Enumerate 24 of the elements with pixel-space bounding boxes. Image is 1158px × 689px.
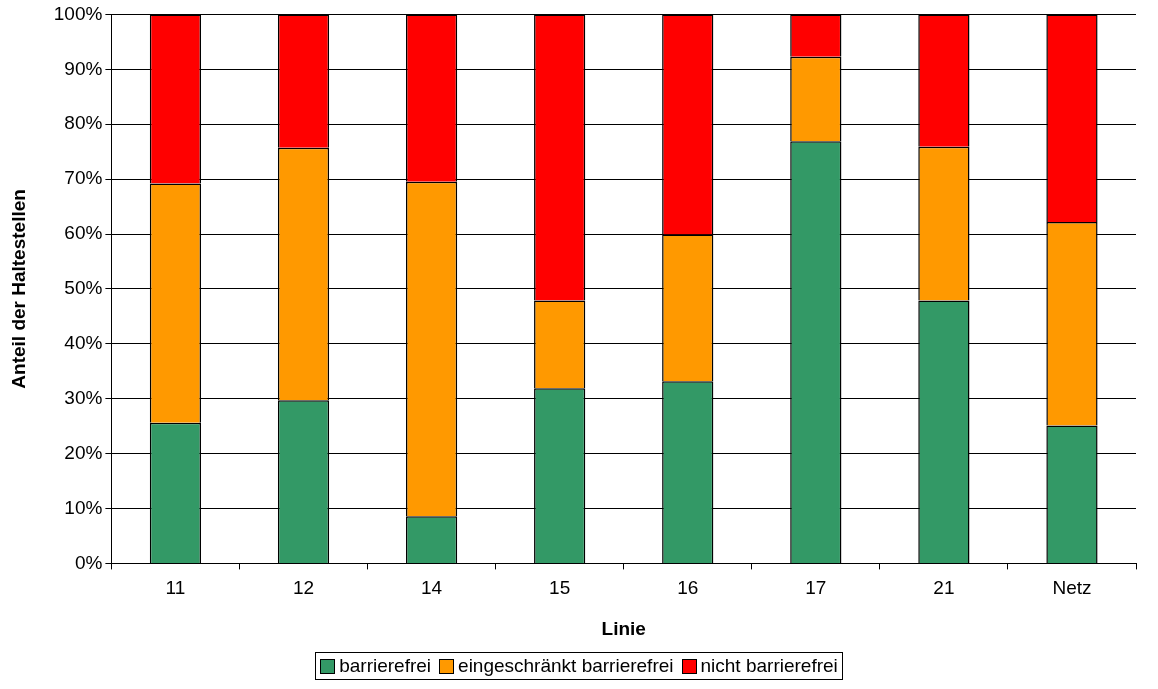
legend-label: nicht barrierefrei xyxy=(700,655,838,677)
y-tick-label: 0% xyxy=(74,551,103,573)
y-tick-label: 50% xyxy=(64,277,103,299)
x-tick-label: 15 xyxy=(549,577,571,599)
x-tick-label: 16 xyxy=(677,577,699,599)
x-tick-label: 14 xyxy=(421,577,443,599)
x-tick-label: 11 xyxy=(165,577,186,599)
y-tick-label: 90% xyxy=(64,57,103,79)
y-tick-label: 70% xyxy=(64,167,103,189)
x-tick-label: 12 xyxy=(292,577,315,599)
y-tick-label: 20% xyxy=(64,441,103,463)
x-tick-label: Netz xyxy=(1052,577,1092,599)
y-tick-label: 100% xyxy=(53,2,103,24)
x-tick-label: 21 xyxy=(933,577,955,599)
legend-label: eingeschränkt barrierefrei xyxy=(458,655,674,677)
y-axis-title: Anteil der Haltestellen xyxy=(7,189,29,389)
x-axis-title: Linie xyxy=(601,617,646,639)
y-tick-label: 40% xyxy=(64,332,103,354)
x-tick-label: 17 xyxy=(805,577,827,599)
y-tick-label: 30% xyxy=(64,386,103,408)
legend-label: barrierefrei xyxy=(339,655,432,677)
y-tick-label: 60% xyxy=(64,222,103,244)
y-tick-label: 80% xyxy=(64,112,103,134)
y-tick-label: 10% xyxy=(64,496,103,518)
